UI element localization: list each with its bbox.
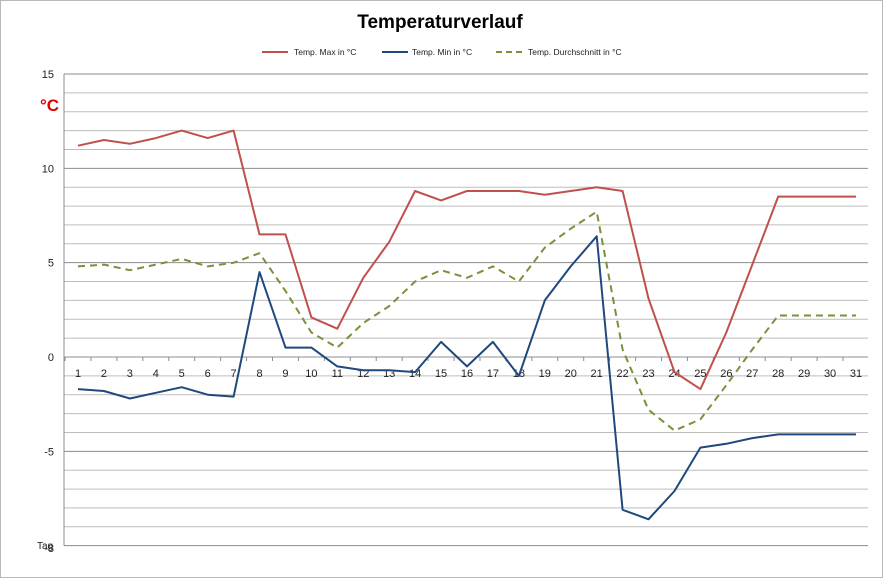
x-axis-label: Tag	[37, 541, 53, 552]
series-line-min	[77, 235, 856, 521]
x-tick-label: 5	[179, 368, 185, 380]
y-tick-label: 15	[42, 69, 54, 81]
chart-title: Temperaturverlauf	[357, 12, 523, 33]
y-tick-label-bottom: -8	[44, 543, 54, 555]
x-tick-label: 11	[332, 368, 343, 380]
legend-label-max: Temp. Max in °C	[294, 47, 356, 57]
x-tick-label: 29	[798, 368, 810, 380]
x-tick-label: 25	[694, 368, 706, 380]
x-tick-label: 8	[256, 368, 262, 380]
x-tick-label: 20	[565, 368, 577, 380]
legend: Temp. Max in °C Temp. Min in °C Temp. Du…	[262, 47, 622, 57]
x-tick-label: 21	[591, 368, 603, 380]
grid-lines	[64, 73, 868, 547]
y-tick-label: 10	[42, 163, 54, 175]
y-axis-unit-label: °C	[40, 96, 59, 115]
x-tick-label: 27	[746, 368, 758, 380]
x-tick-label: 16	[461, 368, 473, 380]
x-tick-label: 31	[850, 368, 862, 380]
x-tick-label: 7	[231, 368, 237, 380]
legend-label-avg: Temp. Durchschnitt in °C	[528, 47, 622, 57]
x-tick-label: 1	[75, 368, 81, 380]
x-tick-label: 10	[305, 368, 317, 380]
series-lines	[77, 129, 856, 521]
x-tick-label: 23	[642, 368, 654, 380]
x-tick-label: 3	[127, 368, 133, 380]
x-tick-label: 4	[153, 368, 159, 380]
x-tick-label: 9	[282, 368, 288, 380]
x-tick-label: 26	[720, 368, 732, 380]
axes	[63, 74, 844, 546]
x-tick-label: 22	[616, 368, 628, 380]
x-tick-label: 6	[205, 368, 211, 380]
x-tick-label: 28	[772, 368, 784, 380]
y-tick-label: -5	[44, 446, 54, 458]
x-tick-label: 19	[539, 368, 551, 380]
y-tick-label: 0	[48, 352, 54, 364]
x-tick-label: 15	[435, 368, 447, 380]
series-line-max	[77, 129, 856, 391]
x-tick-label: 17	[487, 368, 499, 380]
x-tick-label: 14	[409, 368, 421, 380]
x-tick-label: 2	[101, 368, 107, 380]
x-tick-labels: 1 2 3 4 5 6 7 8 9 10 11 12 13 14 15 16 17 18 19 20 21 22 23 24 2…	[75, 368, 862, 380]
y-tick-labels: -5 0 5 10 15 -8	[42, 69, 54, 555]
series-line-avg	[77, 210, 856, 432]
y-tick-label: 5	[48, 258, 54, 270]
x-tick-label: 24	[668, 368, 680, 380]
legend-label-min: Temp. Min in °C	[412, 47, 472, 57]
x-tick-label: 30	[824, 368, 836, 380]
